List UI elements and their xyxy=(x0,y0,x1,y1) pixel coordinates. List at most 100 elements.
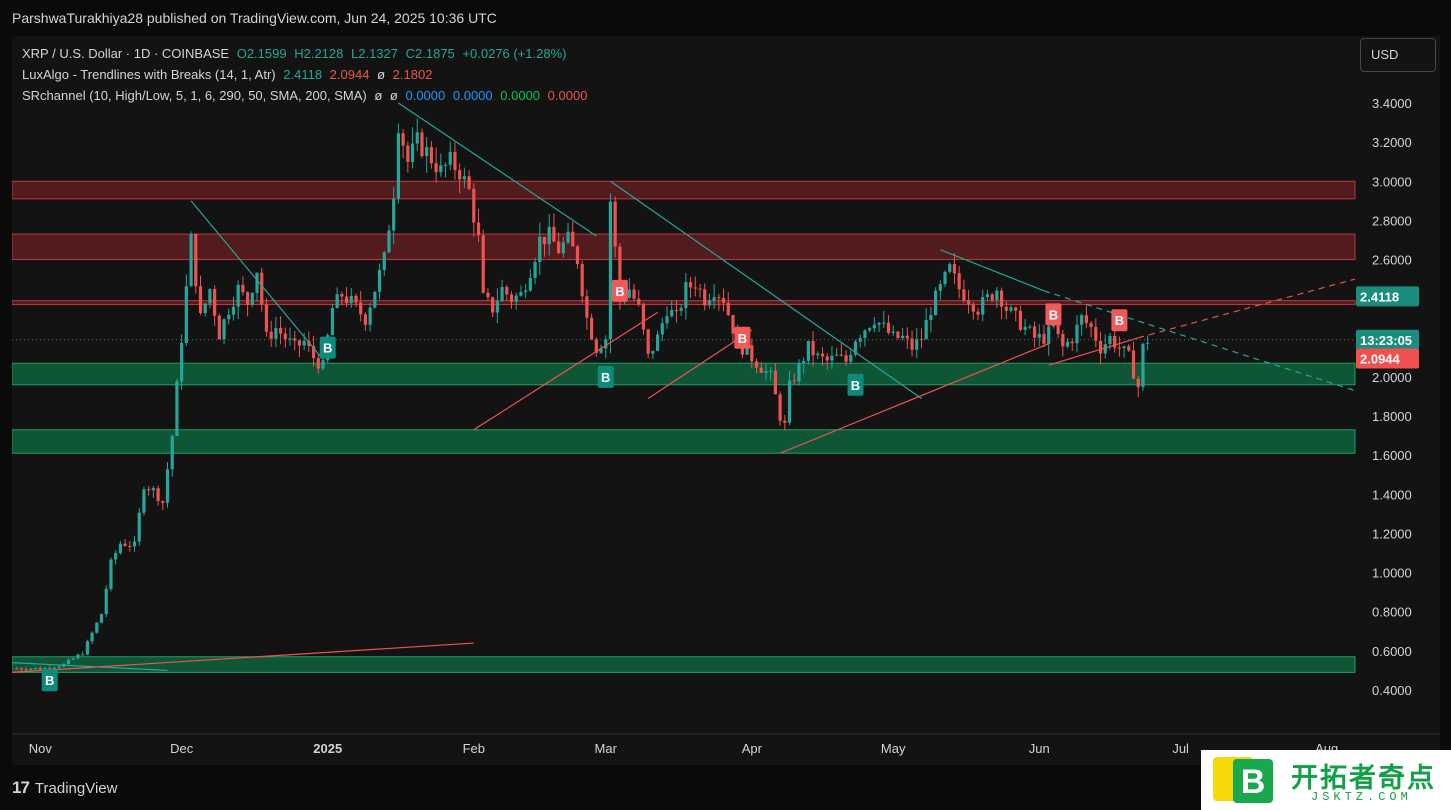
candle-body xyxy=(19,668,24,670)
watermark-subtext: JSKTZ.COM xyxy=(1311,790,1412,804)
candle-body xyxy=(137,512,141,542)
candle-body xyxy=(915,338,919,350)
candle-body xyxy=(538,236,542,263)
candle-body xyxy=(665,316,669,324)
chart-panel[interactable]: B B B B B B B B 3.4000 3.2000 3.0000 2.8000 2.6000 2.… xyxy=(12,36,1440,765)
legend-open: O2.1599 xyxy=(236,46,287,61)
candle-body xyxy=(1009,307,1013,311)
candle-body xyxy=(415,132,419,144)
candle-body xyxy=(825,356,829,361)
break-marker-box xyxy=(734,326,751,349)
candle-body xyxy=(919,338,924,340)
candle-body xyxy=(637,298,641,304)
candle-body xyxy=(495,301,499,313)
candle-body xyxy=(750,345,754,362)
price-chart[interactable]: B B B B B B B B 3.4000 3.2000 3.0000 2.8000 2.6000 2.… xyxy=(12,36,1440,765)
candle-body xyxy=(802,360,806,363)
candle-body xyxy=(783,420,787,423)
price-label: 2.4118 xyxy=(1356,286,1419,307)
candle-body xyxy=(830,355,834,361)
candle-body xyxy=(844,355,848,362)
legend-luxalgo-name[interactable]: LuxAlgo - Trendlines with Breaks (14, 1,… xyxy=(22,67,276,82)
break-marker-bull: B xyxy=(41,669,58,692)
candle-body xyxy=(142,489,146,513)
candle-body xyxy=(688,282,693,288)
candle-body xyxy=(359,302,363,315)
y-tick-label: 1.2000 xyxy=(1372,526,1412,541)
candle-body xyxy=(1117,347,1121,349)
candle-body xyxy=(491,297,495,313)
candle-body xyxy=(1094,326,1098,341)
candle-body xyxy=(1146,342,1150,344)
break-marker-label: B xyxy=(738,331,747,346)
candle-body xyxy=(458,170,462,180)
currency-button[interactable]: USD xyxy=(1360,38,1436,72)
candle-body xyxy=(1108,335,1112,345)
trendline-up xyxy=(473,311,658,431)
candle-body xyxy=(985,294,990,298)
watermark-logo-letter: B xyxy=(1241,763,1266,801)
legend-luxalgo-row[interactable]: LuxAlgo - Trendlines with Breaks (14, 1,… xyxy=(22,67,436,82)
candle-body xyxy=(1075,324,1079,344)
support-zone xyxy=(12,362,1356,386)
candle-body xyxy=(547,226,551,245)
break-marker-label: B xyxy=(851,378,860,393)
x-tick-label: Jun xyxy=(1029,741,1050,756)
candle-body xyxy=(180,343,184,382)
y-tick-label: 0.8000 xyxy=(1372,605,1412,620)
candle-body xyxy=(566,231,570,243)
candle-body xyxy=(349,295,353,304)
price-label-box xyxy=(1356,329,1419,350)
resistance-zone xyxy=(12,180,1356,200)
candle-body xyxy=(542,236,547,245)
x-tick-label: May xyxy=(881,741,906,756)
support-zone xyxy=(12,656,1356,673)
candle-body xyxy=(1103,344,1107,354)
candle-body xyxy=(434,163,438,173)
candle-body xyxy=(882,322,886,324)
candle-body xyxy=(1127,346,1131,351)
y-tick-label: 2.8000 xyxy=(1372,213,1412,228)
x-tick-label: Feb xyxy=(463,741,485,756)
legend-srchannel-row[interactable]: SRchannel (10, High/Low, 5, 1, 6, 290, 5… xyxy=(22,88,591,103)
trendline-down xyxy=(610,180,922,399)
legend-srchannel-name[interactable]: SRchannel (10, High/Low, 5, 1, 6, 290, 5… xyxy=(22,88,367,103)
watermark-text: 开拓者奇点 xyxy=(1291,763,1436,793)
candle-body xyxy=(1089,323,1093,327)
candle-body xyxy=(467,176,471,189)
candle-body xyxy=(952,264,957,274)
candle-body xyxy=(1113,335,1117,348)
legend-luxalgo-value-4: 2.1802 xyxy=(392,67,433,82)
candle-body xyxy=(575,246,580,265)
legend-symbol-row[interactable]: XRP / U.S. Dollar · 1D · COINBASE O2.159… xyxy=(22,46,570,61)
x-tick-label: Jul xyxy=(1172,741,1189,756)
y-tick-label: 1.0000 xyxy=(1372,566,1412,581)
break-marker-box xyxy=(41,669,58,692)
break-marker-bear: B xyxy=(1045,303,1062,326)
candle-body xyxy=(693,287,697,289)
candle-body xyxy=(948,264,952,272)
candle-body xyxy=(387,230,391,253)
break-marker-bear: B xyxy=(1111,309,1128,332)
candle-body xyxy=(118,543,122,554)
candle-body xyxy=(43,668,47,670)
candle-body xyxy=(208,289,212,304)
legend-symbol[interactable]: XRP / U.S. Dollar · 1D · COINBASE xyxy=(22,46,230,61)
candle-body xyxy=(1037,333,1041,338)
candle-body xyxy=(905,335,909,339)
y-tick-label: 3.2000 xyxy=(1372,135,1412,150)
candle-body xyxy=(651,350,655,354)
candle-body xyxy=(863,330,867,338)
candle-body xyxy=(307,340,311,346)
candle-body xyxy=(995,290,999,301)
tradingview-brand[interactable]: TradingView xyxy=(34,779,118,797)
candle-body xyxy=(429,147,433,164)
publish-attribution: ParshwaTurakhiya28 published on TradingV… xyxy=(12,10,497,26)
candle-body xyxy=(924,319,928,340)
candle-body xyxy=(71,658,75,660)
candle-body xyxy=(57,666,61,668)
price-label-text: 2.4118 xyxy=(1360,289,1399,304)
trendline-down xyxy=(12,662,168,672)
candle-body xyxy=(816,353,820,356)
tradingview-footer[interactable]: 17 TradingView xyxy=(12,778,117,798)
